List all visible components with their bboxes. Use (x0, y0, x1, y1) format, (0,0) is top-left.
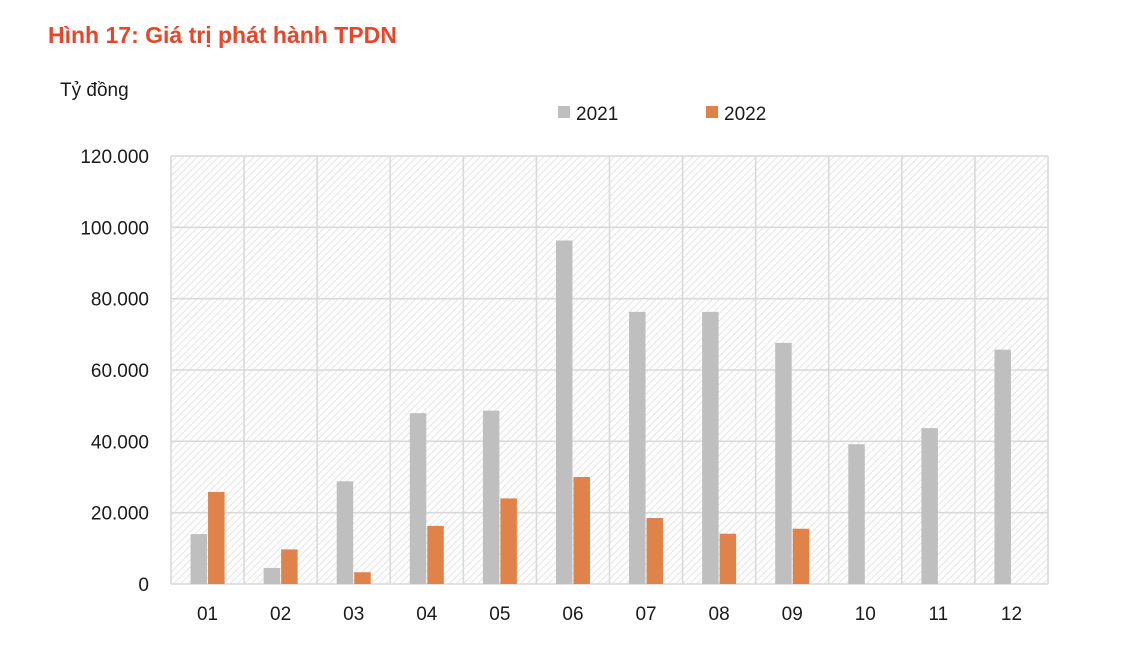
y-tick-label: 0 (138, 575, 149, 596)
bar-2021-10 (848, 444, 865, 584)
x-tick-label: 08 (709, 604, 730, 625)
bar-2021-11 (921, 428, 938, 584)
bar-2022-05 (500, 498, 517, 584)
bar-2021-07 (629, 311, 646, 584)
bar-2021-03 (336, 481, 354, 584)
x-tick-label: 03 (343, 604, 364, 625)
x-tick-label: 12 (1001, 604, 1022, 625)
bar-2021-01 (190, 534, 208, 584)
legend: 2021 2022 (558, 104, 766, 125)
legend-swatch-2021 (558, 106, 570, 118)
bar-2021-05 (482, 410, 500, 584)
y-axis-ticks: 0 20.000 40.000 60.000 80.000 100.000 120.000 (80, 147, 149, 596)
bar-2022-02 (281, 549, 298, 584)
x-tick-label: 06 (562, 604, 583, 625)
x-tick-label: 05 (489, 604, 510, 625)
x-tick-label: 02 (270, 604, 291, 625)
y-tick-label: 60.000 (91, 361, 149, 382)
bar-2022-03 (354, 572, 371, 584)
bar-2021-08 (702, 311, 719, 584)
y-tick-label: 20.000 (91, 504, 149, 525)
bars (190, 240, 1011, 584)
y-tick-label: 120.000 (80, 147, 149, 168)
x-tick-label: 10 (855, 604, 876, 625)
bar-2021-12 (994, 349, 1011, 584)
y-tick-label: 100.000 (80, 218, 149, 239)
y-tick-label: 80.000 (91, 290, 149, 311)
x-tick-label: 09 (782, 604, 803, 625)
y-tick-label: 40.000 (91, 432, 149, 453)
y-axis-unit-label: Tỷ đồng (60, 80, 129, 101)
x-tick-label: 07 (635, 604, 656, 625)
x-axis-ticks: 01 02 03 04 05 06 07 08 09 10 11 12 (197, 604, 1022, 625)
legend-label-2022: 2022 (724, 104, 766, 125)
legend-label-2021: 2021 (576, 104, 618, 125)
x-tick-label: 04 (416, 604, 438, 625)
bar-2022-04 (427, 525, 444, 584)
bar-2022-07 (646, 518, 664, 584)
chart-title: Hình 17: Giá trị phát hành TPDN (48, 22, 397, 48)
bar-2022-09 (792, 528, 810, 584)
bar-2022-06 (573, 477, 590, 584)
bar-2021-04 (409, 413, 427, 584)
bar-2021-09 (775, 342, 792, 584)
bar-2022-01 (208, 491, 225, 584)
bar-2021-02 (263, 567, 281, 584)
x-tick-label: 11 (929, 604, 949, 625)
legend-swatch-2022 (706, 106, 718, 118)
bar-2021-06 (555, 240, 573, 584)
bar-2022-08 (719, 533, 737, 584)
gridlines (170, 155, 1049, 585)
x-tick-label: 01 (197, 604, 218, 625)
